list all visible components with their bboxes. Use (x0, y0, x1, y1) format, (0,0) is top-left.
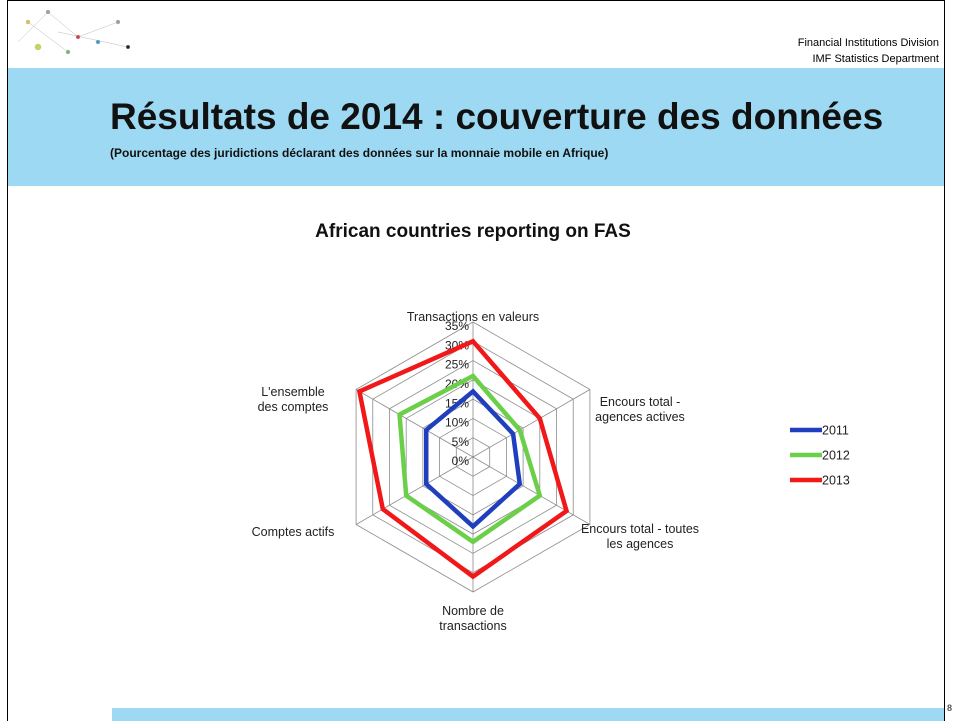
logo (17, 9, 131, 55)
category-label: Nombre de transactions (439, 604, 507, 633)
spoke (355, 389, 474, 458)
header-band (8, 68, 944, 186)
category-label: Encours total - toutes les agences (580, 522, 700, 551)
y-tick-label: 25% (445, 358, 469, 372)
footer-band (112, 708, 944, 721)
slide-frame (7, 0, 945, 721)
series-line (356, 338, 570, 580)
category-label: L'ensemble des comptes (257, 385, 329, 414)
category-label: Comptes actifs (251, 525, 335, 539)
category-label: Transactions en valeurs (406, 310, 540, 324)
y-tick-label: 5% (452, 435, 470, 449)
legend-label: 2013 (822, 473, 850, 487)
slide-title: Résultats de 2014 : couverture des donné… (110, 96, 884, 137)
spoke (472, 456, 591, 525)
y-tick-label: 0% (452, 454, 470, 468)
y-tick-label: 35% (445, 319, 469, 333)
slide-subtitle: (Pourcentage des juridictions déclarant … (110, 146, 609, 160)
spoke (472, 389, 591, 458)
category-label: Encours total - agences actives (595, 395, 685, 424)
y-tick-label: 10% (445, 416, 469, 430)
department: IMF Statistics Department (812, 53, 939, 65)
page-number: 8 (947, 703, 953, 713)
legend-label: 2012 (822, 448, 850, 462)
series-line (423, 388, 523, 530)
spoke (355, 456, 474, 525)
chart-title: African countries reporting on FAS (315, 221, 631, 242)
series-line (397, 373, 543, 545)
legend-label: 2011 (822, 423, 849, 437)
division: Financial Institutions Division (797, 37, 939, 49)
